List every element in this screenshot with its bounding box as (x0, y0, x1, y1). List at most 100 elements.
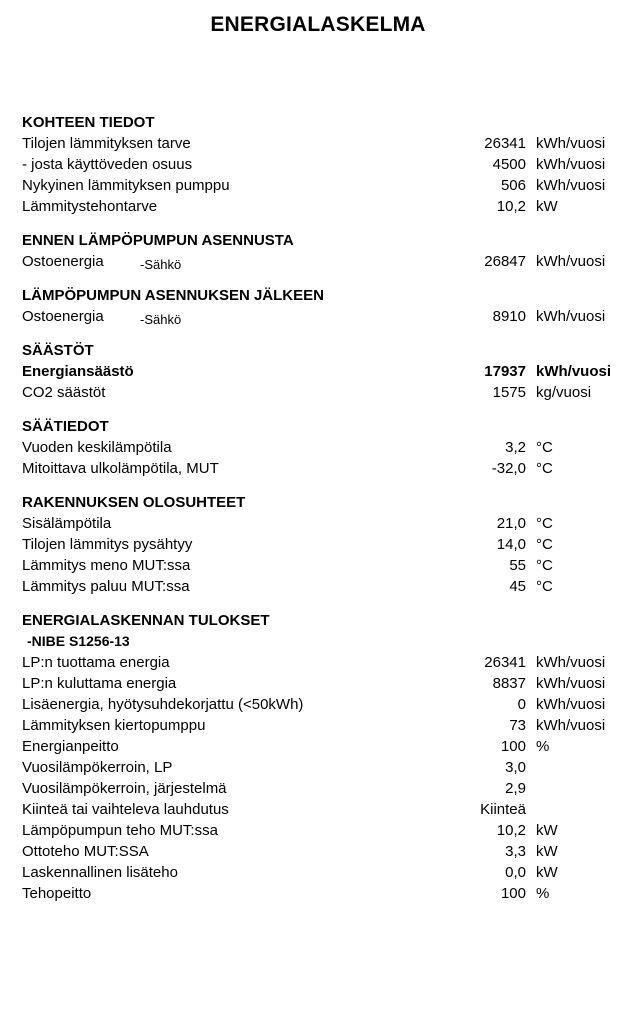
row-unit: °C (536, 557, 553, 574)
row-label: Nykyinen lämmityksen pumppu (22, 177, 230, 194)
data-row: Ottoteho MUT:SSA 3,3 kW (0, 841, 636, 862)
data-row: LP:n kuluttama energia 8837 kWh/vuosi (0, 673, 636, 694)
row-unit: °C (536, 578, 553, 595)
section-title: ENNEN LÄMPÖPUMPUN ASENNUSTA (22, 232, 294, 249)
page-title: ENERGIALASKELMA (210, 13, 426, 36)
data-row: Tehopeitto 100% (0, 883, 636, 904)
data-row: Lisäenergia, hyötysuhdekorjattu (<50kWh)… (0, 694, 636, 715)
section-subtitle: -NIBE S1256-13 (27, 633, 130, 649)
row-unit: kWh/vuosi (536, 135, 606, 152)
data-row: Kiinteä tai vaihteleva lauhdutus Kiinteä (0, 799, 636, 820)
row-value: 3,3 (505, 843, 526, 860)
data-row: Vuosilämpökerroin, järjestelmä 2,9 (0, 778, 636, 799)
row-unit: kWh/vuosi (536, 675, 606, 692)
row-label: Lämpöpumpun teho MUT:ssa (22, 822, 218, 839)
data-row: Nykyinen lämmityksen pumppu 506 kWh/vuosi (0, 175, 636, 196)
data-row: - josta käyttöveden osuus 4500 kWh/vuosi (0, 154, 636, 175)
row-unit: kg/vuosi (536, 384, 592, 401)
data-row: Lämmitystehontarve 10,2 kW (0, 196, 636, 217)
row-label: Vuosilämpökerroin, järjestelmä (22, 780, 227, 797)
row-value: 10,2 (496, 822, 526, 839)
row-value: 100 (500, 738, 526, 755)
row-label: CO2 säästöt (22, 384, 106, 401)
row-value: 45 (509, 578, 526, 595)
row-unit: kWh/vuosi (536, 717, 606, 734)
row-label: Tilojen lämmitys pysähtyy (22, 536, 193, 553)
data-row: Mitoittava ulkolämpötila, MUT -32,0 °C (0, 458, 636, 479)
row-unit: kW (536, 822, 558, 839)
row-unit: °C (536, 460, 553, 477)
data-row: Sisälämpötila 21,0 °C (0, 513, 636, 534)
row-label: Lämmityksen kiertopumppu (22, 717, 206, 734)
row-sublabel: -Sähkö (140, 257, 182, 272)
row-unit: kW (536, 198, 558, 215)
row-unit: kWh/vuosi (536, 363, 612, 380)
data-row: Ostoenergia -Sähkö 8910 kWh/vuosi (0, 306, 636, 327)
row-value: 8910 (492, 308, 526, 325)
section-lampopumpun-asennuksen-jalkeen: LÄMPÖPUMPUN ASENNUKSEN JÄLKEEN Ostoenergi… (0, 285, 636, 327)
data-row: Lämmitys paluu MUT:ssa 45 °C (0, 576, 636, 597)
row-unit: °C (536, 515, 553, 532)
row-label: Vuoden keskilämpötila (22, 439, 172, 456)
row-label: Kiinteä tai vaihteleva lauhdutus (22, 801, 229, 818)
row-value: 0,0 (505, 864, 526, 881)
row-label: Ostoenergia (22, 308, 104, 325)
row-value: 3,0 (505, 759, 526, 776)
row-label: Sisälämpötila (22, 515, 112, 532)
row-value: 26341 (484, 654, 526, 671)
row-label: - josta käyttöveden osuus (22, 156, 193, 173)
row-label: LP:n tuottama energia (22, 654, 170, 671)
section-saastot: SÄÄSTÖT Energiansäästö 17937 kWh/vuosi CO2 s… (0, 340, 636, 403)
data-row: Vuosilämpökerroin, LP 3,0 (0, 757, 636, 778)
data-row: Laskennallinen lisäteho 0,0 kW (0, 862, 636, 883)
data-row: Lämmityksen kiertopumppu 73 kWh/vuosi (0, 715, 636, 736)
row-value: 26341 (484, 135, 526, 152)
row-label: Ottoteho MUT:SSA (22, 843, 149, 860)
row-value: -32,0 (491, 460, 526, 477)
row-unit: kWh/vuosi (536, 308, 606, 325)
row-value: Kiinteä (480, 801, 526, 818)
row-label: Energianpeitto (22, 738, 119, 755)
row-unit: kWh/vuosi (536, 156, 606, 173)
row-value: 17937 (484, 363, 526, 380)
row-label: Energiansäästö (22, 363, 134, 380)
row-label: Ostoenergia (22, 253, 104, 270)
row-value: 21,0 (496, 515, 526, 532)
row-label: Lisäenergia, hyötysuhdekorjattu (<50kWh) (22, 696, 304, 713)
data-row: Lämmitys meno MUT:ssa 55 °C (0, 555, 636, 576)
row-unit: % (536, 885, 550, 902)
row-value: 506 (500, 177, 526, 194)
row-unit: kW (536, 864, 558, 881)
data-row: Ostoenergia -Sähkö 26847 kWh/vuosi (0, 251, 636, 272)
row-value: 2,9 (505, 780, 526, 797)
row-unit: kWh/vuosi (536, 654, 606, 671)
row-value: 100 (500, 885, 526, 902)
row-value: 73 (509, 717, 526, 734)
row-unit: % (536, 738, 550, 755)
row-unit: kWh/vuosi (536, 696, 606, 713)
row-value: 14,0 (496, 536, 526, 553)
row-label: Lämmitys paluu MUT:ssa (22, 578, 190, 595)
row-label: Lämmitys meno MUT:ssa (22, 557, 191, 574)
data-row: Energiansäästö 17937 kWh/vuosi (0, 361, 636, 382)
section-title: ENERGIALASKENNAN TULOKSET (22, 612, 270, 629)
row-value: 55 (509, 557, 526, 574)
row-label: Tehopeitto (22, 885, 92, 902)
row-label: Vuosilämpökerroin, LP (22, 759, 173, 776)
row-value: 8837 (492, 675, 526, 692)
data-row: CO2 säästöt 1575 kg/vuosi (0, 382, 636, 403)
section-rakennuksen-olosuhteet: RAKENNUKSEN OLOSUHTEET Sisälämpötila 21,0 °… (0, 492, 636, 597)
section-title: RAKENNUKSEN OLOSUHTEET (22, 494, 246, 511)
section-title: SÄÄTIEDOT (22, 418, 109, 435)
data-row: Tilojen lämmityksen tarve 26341 kWh/vuosi (0, 133, 636, 154)
row-label: Lämmitystehontarve (22, 198, 158, 215)
section-title: KOHTEEN TIEDOT (22, 114, 155, 131)
section-ennen-lampopumpun-asennusta: ENNEN LÄMPÖPUMPUN ASENNUSTA Ostoenergia -S… (0, 230, 636, 272)
row-unit: °C (536, 536, 553, 553)
row-unit: kW (536, 843, 558, 860)
data-row: Energianpeitto 100% (0, 736, 636, 757)
row-value: 10,2 (496, 198, 526, 215)
section-saatiedot: SÄÄTIEDOT Vuoden keskilämpötila 3,2 °C Mitoi… (0, 416, 636, 479)
section-kohteen-tiedot: KOHTEEN TIEDOT Tilojen lämmityksen tarve 2… (0, 112, 636, 217)
